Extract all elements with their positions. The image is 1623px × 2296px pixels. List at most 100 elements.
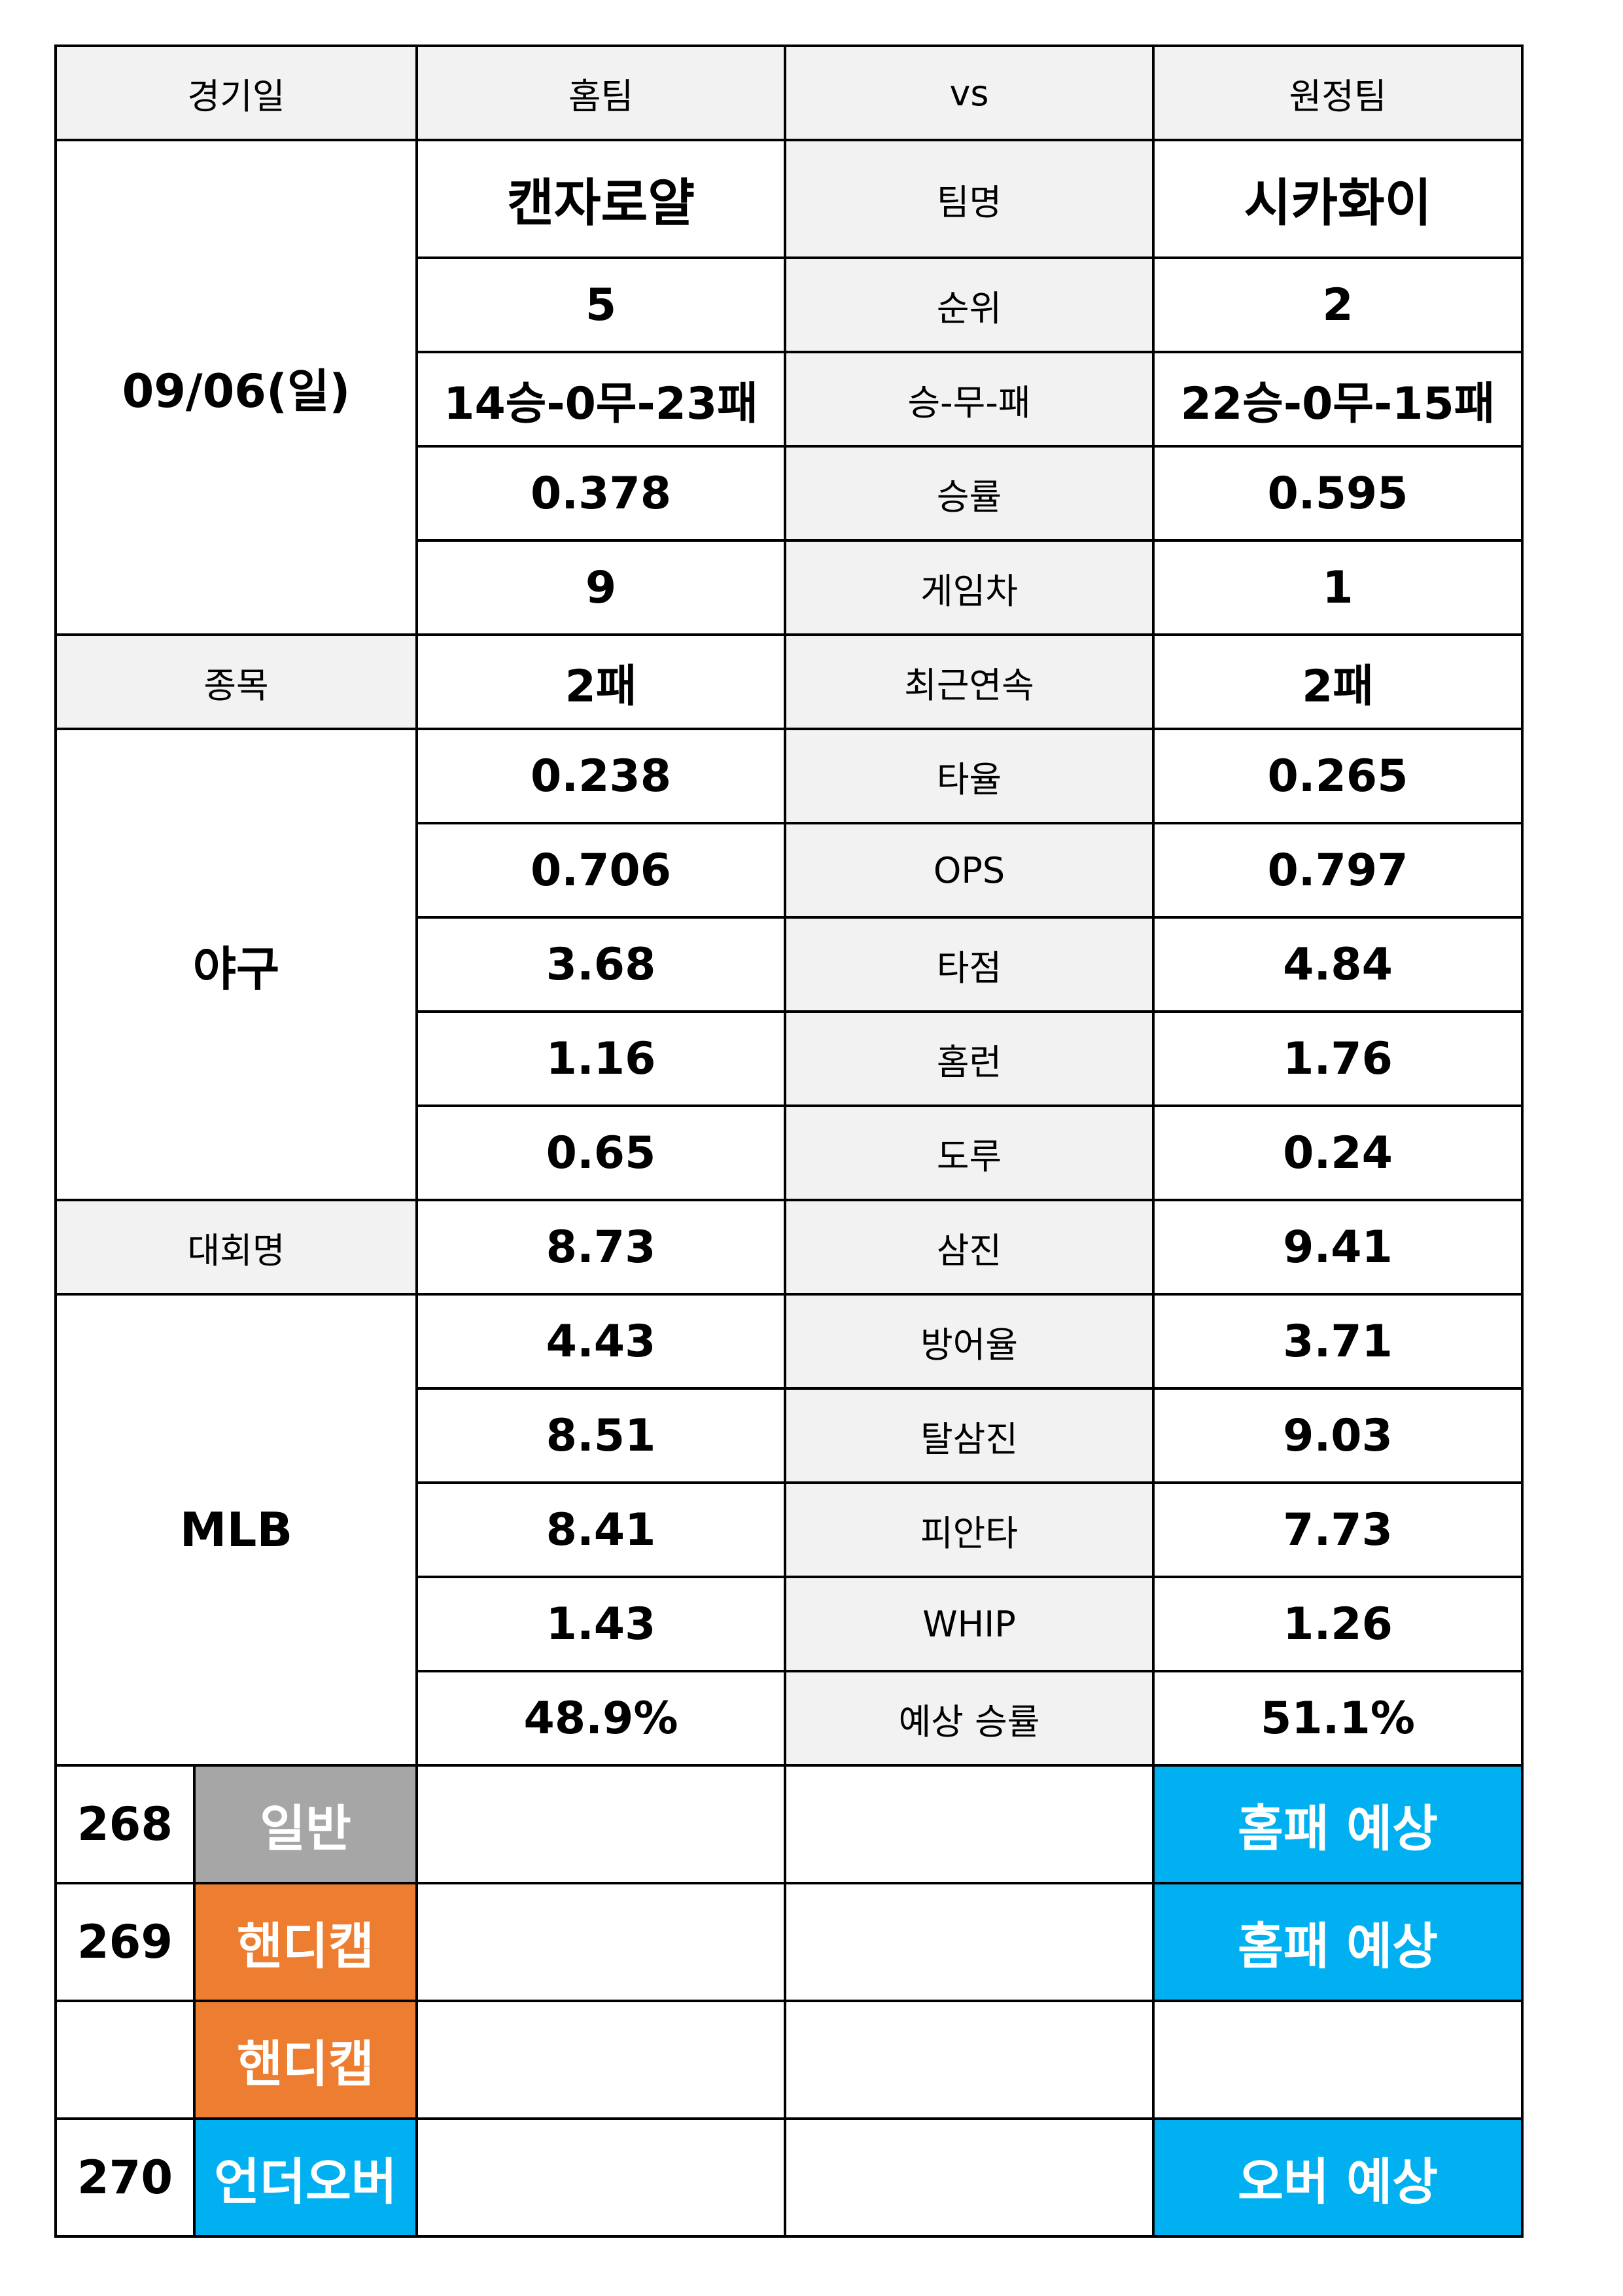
bet-empty-cell — [415, 2000, 787, 2120]
away-value: 0.595 — [1152, 445, 1524, 542]
stat-row: 5 순위 2 — [56, 256, 1524, 353]
league-label: 대회명 — [54, 1199, 419, 1296]
bet-type-under-over: 언더오버 — [192, 2117, 419, 2238]
stat-label: 순위 — [784, 256, 1155, 353]
home-value: 5 — [415, 256, 787, 353]
header-home-team: 홈팀 — [415, 44, 787, 141]
home-value: 0.378 — [415, 445, 787, 542]
stat-label: 방어율 — [784, 1293, 1155, 1390]
stat-label: 승률 — [784, 445, 1155, 542]
stat-row: 야구 0.238 타율 0.265 — [54, 728, 1524, 1201]
home-value: 0.65 — [415, 1104, 787, 1201]
header-away-team: 원정팀 — [1152, 44, 1524, 141]
stat-row: 9 게임차 1 — [56, 539, 1524, 636]
home-value: 8.51 — [415, 1387, 787, 1484]
bet-prediction: 홈패 예상 — [1152, 1882, 1524, 2002]
stat-row: 1.43 WHIP 1.26 — [56, 1576, 1524, 1672]
bet-row: 269 핸디캡 홈패 예상 — [54, 1882, 1524, 2002]
home-value: 9 — [415, 539, 787, 636]
bet-empty-cell — [784, 1764, 1155, 1884]
home-value: 3.68 — [415, 916, 787, 1013]
stat-label: 도루 — [784, 1104, 1155, 1201]
stat-label: 홈런 — [784, 1010, 1155, 1107]
stat-label: WHIP — [784, 1576, 1155, 1672]
bet-type-handicap: 핸디캡 — [192, 1882, 419, 2002]
home-value: 14승-0무-23패 — [415, 351, 787, 448]
home-value: 1.43 — [415, 1576, 787, 1672]
stat-label: 승-무-패 — [784, 351, 1155, 448]
stat-label: 예상 승률 — [784, 1670, 1155, 1767]
stat-row: 종목 2패 최근연속 2패 — [54, 633, 1524, 730]
bet-type-general: 일반 — [192, 1764, 419, 1884]
stat-label: 최근연속 — [784, 633, 1155, 730]
stat-row: 09/06(일) 캔자로얄 팀명 시카화이 — [54, 139, 1524, 636]
sport-value: 야구 — [54, 728, 419, 1201]
home-value: 0.706 — [415, 822, 787, 919]
stat-label: 타점 — [784, 916, 1155, 1013]
bet-type-handicap: 핸디캡 — [192, 2000, 419, 2120]
away-value: 3.71 — [1152, 1293, 1524, 1390]
stat-row: 0.706 OPS 0.797 — [56, 822, 1524, 919]
home-value: 8.41 — [415, 1481, 787, 1578]
bet-empty-cell — [784, 1882, 1155, 2002]
league-value: MLB — [54, 1293, 419, 1767]
bet-number: 269 — [54, 1882, 196, 2002]
bet-prediction: 오버 예상 — [1152, 2117, 1524, 2238]
bet-row: 268 일반 홈패 예상 — [54, 1764, 1524, 1884]
stat-label: 게임차 — [784, 539, 1155, 636]
home-team-name: 캔자로얄 — [415, 139, 787, 259]
away-value: 1.76 — [1152, 1010, 1524, 1107]
bet-row: 핸디캡 — [54, 2000, 1524, 2120]
header-row: 경기일 홈팀 vs 원정팀 — [54, 44, 1524, 141]
away-value: 1.26 — [1152, 1576, 1524, 1672]
home-value: 4.43 — [415, 1293, 787, 1390]
stat-row: MLB 4.43 방어율 3.71 — [54, 1293, 1524, 1767]
stat-label: OPS — [784, 822, 1155, 919]
away-value: 2 — [1152, 256, 1524, 353]
bet-empty-cell — [784, 2000, 1155, 2120]
stat-label: 타율 — [784, 728, 1155, 824]
away-value: 22승-0무-15패 — [1152, 351, 1524, 448]
bet-empty-cell — [415, 2117, 787, 2238]
away-value: 0.265 — [1152, 728, 1524, 824]
stat-label: 팀명 — [784, 139, 1155, 259]
bet-empty-cell — [784, 2117, 1155, 2238]
home-value: 0.238 — [415, 728, 787, 824]
stat-row: 8.51 탈삼진 9.03 — [56, 1387, 1524, 1484]
stat-row: 3.68 타점 4.84 — [56, 916, 1524, 1013]
away-value: 9.03 — [1152, 1387, 1524, 1484]
away-value: 0.797 — [1152, 822, 1524, 919]
home-value: 1.16 — [415, 1010, 787, 1107]
match-analysis-table: 경기일 홈팀 vs 원정팀 09/06(일) 캔자로얄 팀명 시카화이 5 순위… — [54, 44, 1524, 2238]
sport-label: 종목 — [54, 633, 419, 730]
home-value: 48.9% — [415, 1670, 787, 1767]
stat-row: 1.16 홈런 1.76 — [56, 1010, 1524, 1107]
bet-empty-cell — [415, 1764, 787, 1884]
bet-row: 270 언더오버 오버 예상 — [54, 2117, 1524, 2238]
home-value: 8.73 — [415, 1199, 787, 1296]
home-value: 2패 — [415, 633, 787, 730]
away-value: 1 — [1152, 539, 1524, 636]
stat-label: 탈삼진 — [784, 1387, 1155, 1484]
bet-prediction-empty — [1152, 2000, 1524, 2120]
bet-empty-cell — [415, 1882, 787, 2002]
stat-row: 8.41 피안타 7.73 — [56, 1481, 1524, 1578]
away-value: 0.24 — [1152, 1104, 1524, 1201]
away-value: 2패 — [1152, 633, 1524, 730]
away-value: 51.1% — [1152, 1670, 1524, 1767]
stat-label: 피안타 — [784, 1481, 1155, 1578]
stat-label: 삼진 — [784, 1199, 1155, 1296]
bet-prediction: 홈패 예상 — [1152, 1764, 1524, 1884]
bet-number: 268 — [54, 1764, 196, 1884]
header-date: 경기일 — [54, 44, 419, 141]
bet-number: 270 — [54, 2117, 196, 2238]
header-vs: vs — [784, 44, 1155, 141]
match-date: 09/06(일) — [54, 139, 419, 636]
stat-row: 0.378 승률 0.595 — [56, 445, 1524, 542]
away-value: 9.41 — [1152, 1199, 1524, 1296]
stat-row: 48.9% 예상 승률 51.1% — [56, 1670, 1524, 1767]
stat-row: 0.65 도루 0.24 — [56, 1104, 1524, 1201]
away-team-name: 시카화이 — [1152, 139, 1524, 259]
bet-number — [54, 2000, 196, 2120]
away-value: 7.73 — [1152, 1481, 1524, 1578]
